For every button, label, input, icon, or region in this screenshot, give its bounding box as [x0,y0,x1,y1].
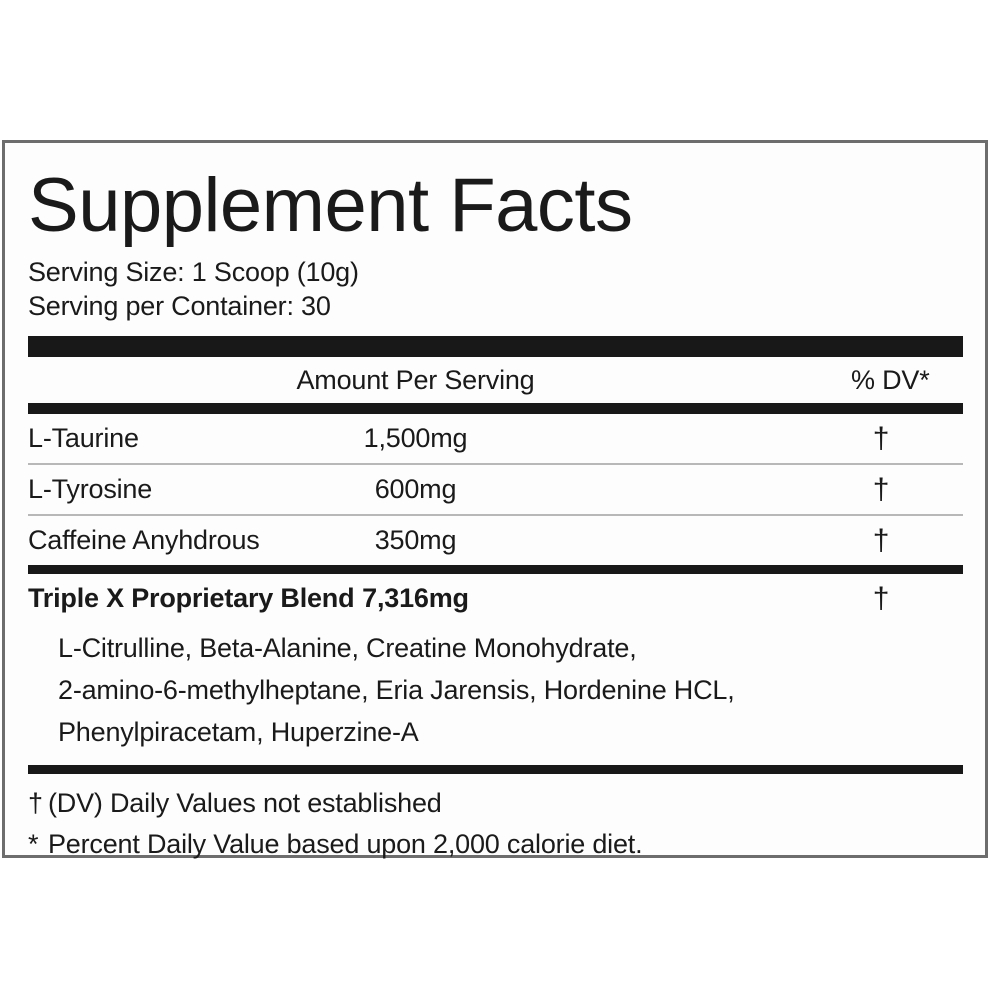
dagger-mark: † [28,788,43,818]
footnotes: † (DV) Daily Values not established * Perc… [28,774,963,865]
row-separator [28,514,963,516]
ingredient-dv: † [872,422,890,455]
blend-ingredient-line: 2-amino-6-methylheptane, Eria Jarensis, … [58,675,735,705]
table-row: L-Taurine 1,500mg † [28,414,963,463]
table-row: L-Tyrosine 600mg † [28,465,963,514]
page-title: Supplement Facts [28,163,633,248]
footnote-text: (DV) Daily Values not established [48,788,442,818]
column-header-dv: % DV* [851,365,930,395]
ingredient-name: Caffeine Anyhdrous [28,525,260,555]
ingredient-amount: 600mg [374,474,457,504]
serving-size-line: Serving Size: 1 Scoop (10g) [28,257,359,287]
footnote-text: Percent Daily Value based upon 2,000 cal… [48,829,643,859]
blend-name: Triple X Proprietary Blend [28,583,355,613]
divider-above-blend [28,565,963,574]
blend-dv: † [872,582,890,615]
divider-below-header [28,403,963,414]
blend-ingredient-line: L-Citrulline, Beta-Alanine, Creatine Mon… [58,633,637,663]
supplement-facts-label: Supplement Facts Serving Size: 1 Scoop (… [2,140,988,859]
ingredient-name: L-Tyrosine [28,474,153,504]
blend-row: Triple X Proprietary Blend 7,316mg † [28,574,963,623]
footnote-asterisk: * Percent Daily Value based upon 2,000 ca… [28,824,963,865]
footnote-dagger: † (DV) Daily Values not established [28,783,963,824]
divider-above-footnotes [28,765,963,774]
ingredient-dv: † [872,524,890,557]
blend-amount: 7,316mg [362,583,469,613]
row-separator [28,463,963,465]
blend-ingredient-line: Phenylpiracetam, Huperzine-A [58,717,419,747]
servings-per-container-line: Serving per Container: 30 [28,291,331,321]
ingredient-amount: 350mg [374,525,457,555]
table-header-row: Amount Per Serving % DV* [28,357,963,403]
column-header-amount: Amount Per Serving [296,365,535,395]
ingredient-name: L-Taurine [28,423,139,453]
blend-ingredient-list: L-Citrulline, Beta-Alanine, Creatine Mon… [28,623,963,753]
label-inner: Supplement Facts Serving Size: 1 Scoop (… [5,165,985,877]
table-row: Caffeine Anyhdrous 350mg † [28,516,963,565]
ingredient-dv: † [872,473,890,506]
asterisk-mark: * [28,829,39,859]
ingredient-amount: 1,500mg [363,423,468,453]
divider-thick-top [28,336,963,357]
